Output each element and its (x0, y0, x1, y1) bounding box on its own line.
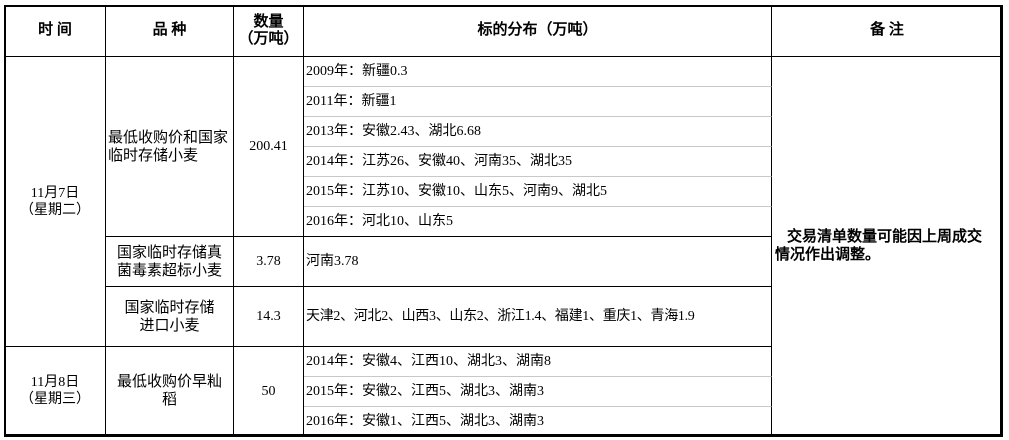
distribution-line: 2016年：河北10、山东5 (304, 207, 772, 237)
quantity-cell: 3.78 (234, 237, 304, 287)
header-remark: 备 注 (772, 5, 1003, 57)
header-variety: 品 种 (106, 5, 234, 57)
header-distribution: 标的分布（万吨） (304, 5, 772, 57)
distribution-line: 2013年：安徽2.43、湖北6.68 (304, 117, 772, 147)
distribution-line: 2011年：新疆1 (304, 87, 772, 117)
variety-cell: 国家临时存储真菌毒素超标小麦 (106, 237, 234, 287)
quantity-cell: 200.41 (234, 57, 304, 237)
remark-cell: 交易清单数量可能因上周成交情况作出调整。 (772, 57, 1003, 436)
variety-cell: 最低收购价早籼稻 (106, 347, 234, 436)
quantity-cell: 14.3 (234, 287, 304, 347)
date-cell: 11月8日 （星期三） (5, 347, 106, 436)
distribution-line: 天津2、河北2、山西3、山东2、浙江1.4、福建1、重庆1、青海1.9 (304, 287, 772, 347)
distribution-line: 2014年：安徽4、江西10、湖北3、湖南8 (304, 347, 772, 377)
distribution-line: 2016年：安徽1、江西5、湖北3、湖南3 (304, 407, 772, 436)
distribution-line: 河南3.78 (304, 237, 772, 287)
distribution-line: 2009年：新疆0.3 (304, 57, 772, 87)
quantity-cell: 50 (234, 347, 304, 436)
header-quantity: 数量 （万吨） (234, 5, 304, 57)
distribution-line: 2015年：安徽2、江西5、湖北3、湖南3 (304, 377, 772, 407)
variety-cell: 最低收购价和国家临时存储小麦 (106, 57, 234, 237)
header-time: 时 间 (5, 5, 106, 57)
distribution-line: 2014年：江苏26、安徽40、河南35、湖北35 (304, 147, 772, 177)
variety-cell: 国家临时存储进口小麦 (106, 287, 234, 347)
distribution-line: 2015年：江苏10、安徽10、山东5、河南9、湖北5 (304, 177, 772, 207)
date-cell: 11月7日 （星期二） (5, 57, 106, 347)
